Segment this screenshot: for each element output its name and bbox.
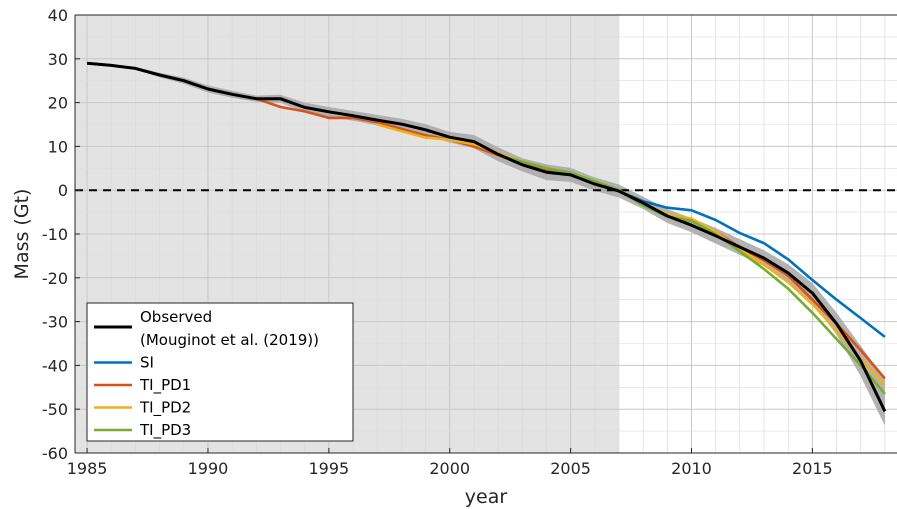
legend-label-observed: Observed: [140, 308, 212, 326]
x-tick-label: 1995: [308, 459, 349, 478]
legend-label-ti-pd1: TI_PD1: [139, 376, 191, 395]
uncertainty-band: [87, 61, 885, 426]
legend: Observed (Mouginot et al. (2019)) SI TI_PD1…: [86, 302, 354, 442]
legend-label-observed-line2: (Mouginot et al. (2019)): [140, 331, 319, 349]
y-tick-label: -20: [42, 269, 68, 288]
y-tick-label: -30: [42, 313, 68, 332]
legend-label-ti-pd3: TI_PD3: [139, 421, 191, 440]
legend-label-si: SI: [140, 354, 154, 372]
series-line-observed: [86, 61, 887, 413]
y-tick-label: -10: [42, 225, 68, 244]
x-tick-label: 2010: [671, 459, 712, 478]
legend-box: [86, 302, 354, 442]
series-line-si: [618, 189, 886, 338]
x-tick-label: 2015: [792, 459, 833, 478]
y-tick-label: -60: [42, 444, 68, 463]
y-axis-label: Mass (Gt): [11, 189, 33, 280]
x-axis-label: year: [465, 486, 508, 508]
legend-label-ti-pd2: TI_PD2: [139, 399, 191, 418]
x-tick-label: 1990: [188, 459, 229, 478]
x-tick-label: 1985: [67, 459, 108, 478]
y-tick-label: -50: [42, 400, 68, 419]
x-tick-label: 2000: [429, 459, 470, 478]
y-tick-label: 40: [48, 6, 68, 25]
y-tick-label: 0: [58, 181, 68, 200]
series-line-ti-pd3: [497, 153, 886, 395]
x-tick-label: 2005: [550, 459, 591, 478]
y-tick-label: -40: [42, 356, 68, 375]
y-tick-label: 10: [48, 137, 68, 156]
y-tick-label: 20: [48, 94, 68, 113]
y-tick-label: 30: [48, 50, 68, 69]
